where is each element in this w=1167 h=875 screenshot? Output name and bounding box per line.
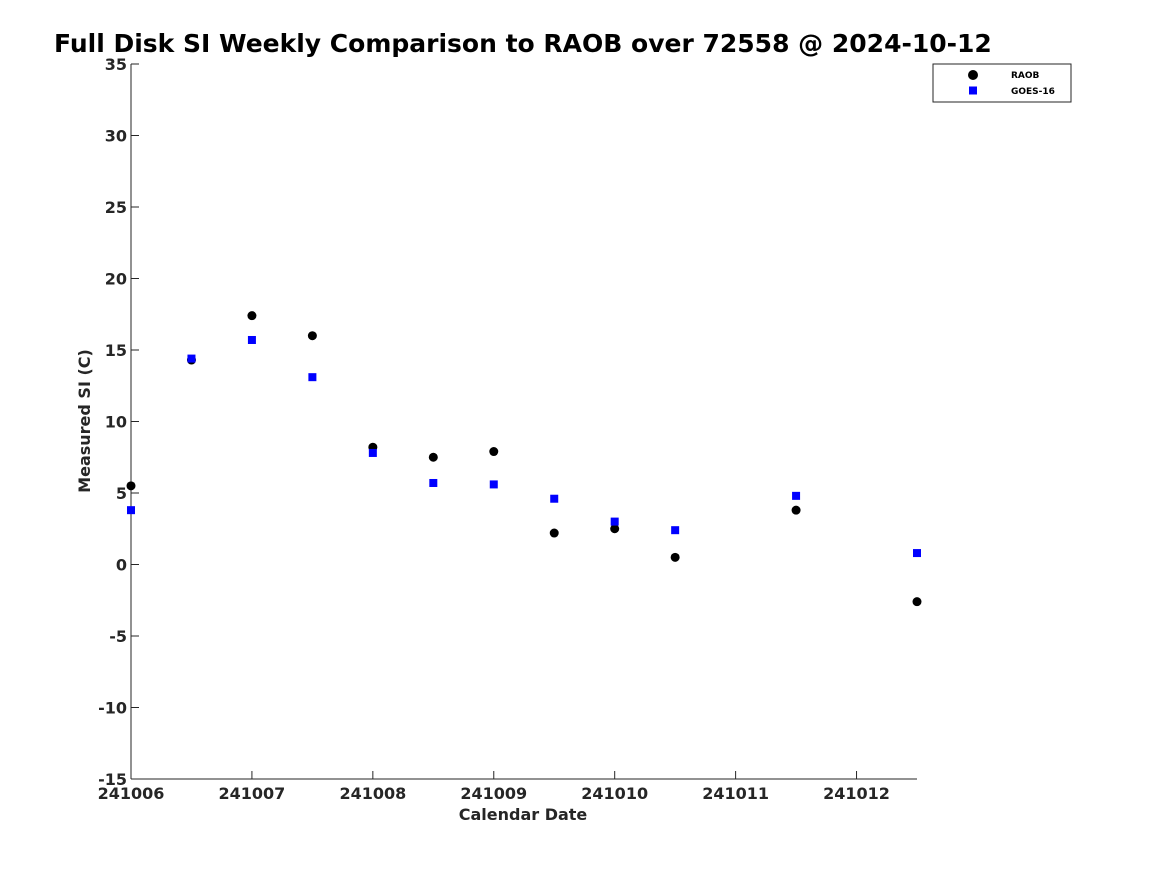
raob-point: [489, 447, 499, 457]
raob-point: [791, 505, 801, 515]
raob-point: [307, 331, 317, 341]
x-tick-label: 241012: [823, 784, 890, 803]
goes-16-point: [308, 373, 317, 382]
y-tick-label: 10: [105, 413, 127, 432]
goes-16-point: [671, 526, 680, 535]
goes-16-point: [127, 506, 135, 515]
y-tick-label: 30: [105, 127, 127, 146]
raob-point: [670, 552, 680, 562]
raob-point: [126, 481, 136, 491]
goes-16-point: [489, 480, 498, 489]
plot-points: [126, 311, 922, 607]
legend-box: [932, 63, 1072, 103]
x-tick-label: 241008: [339, 784, 406, 803]
y-tick-label: 20: [105, 270, 127, 289]
y-tick-label: 5: [116, 484, 127, 503]
raob-point: [428, 452, 438, 462]
goes-16-point: [792, 491, 801, 500]
y-tick-label: -5: [109, 627, 127, 646]
goes-16-point: [913, 549, 921, 558]
legend-raob-label: RAOB: [1011, 71, 1040, 81]
legend-goes-marker: [969, 86, 977, 95]
y-tick-label: -10: [98, 699, 127, 718]
goes-16-point: [610, 517, 619, 526]
raob-point: [247, 311, 257, 321]
x-tick-label: 241009: [460, 784, 527, 803]
axes: [130, 64, 917, 780]
raob-point: [549, 528, 559, 538]
x-axis-label: Calendar Date: [459, 805, 588, 824]
goes-16-point: [187, 354, 196, 363]
y-tick-label: 0: [116, 556, 127, 575]
goes-16-point: [429, 478, 438, 487]
legend-raob-marker: [968, 70, 978, 80]
x-tick-label: 241011: [702, 784, 769, 803]
x-ticks: 241006 241007 241008 241009 241010 241011 2410…: [98, 771, 890, 803]
chart-title: Full Disk SI Weekly Comparison to RAOB o…: [54, 29, 992, 58]
goes-16-point: [247, 335, 256, 344]
y-tick-label: -15: [98, 770, 127, 789]
raob-point: [912, 597, 922, 607]
y-tick-label: 35: [105, 55, 127, 74]
x-tick-label: 241007: [219, 784, 286, 803]
y-tick-label: 25: [105, 198, 127, 217]
goes-16-point: [550, 494, 559, 503]
y-axis-label: Measured SI (C): [75, 349, 94, 493]
y-tick-label: 15: [105, 341, 127, 360]
raob-point: [610, 524, 620, 534]
x-tick-label: 241010: [581, 784, 648, 803]
y-ticks: 35 30 25 20 15 10 5 0 -5 -10 -15: [98, 55, 139, 789]
legend: RAOB GOES-16: [932, 63, 1072, 103]
legend-goes-label: GOES-16: [1011, 87, 1055, 97]
goes-16-point: [368, 448, 377, 457]
x-tick-label: 241006: [98, 784, 165, 803]
